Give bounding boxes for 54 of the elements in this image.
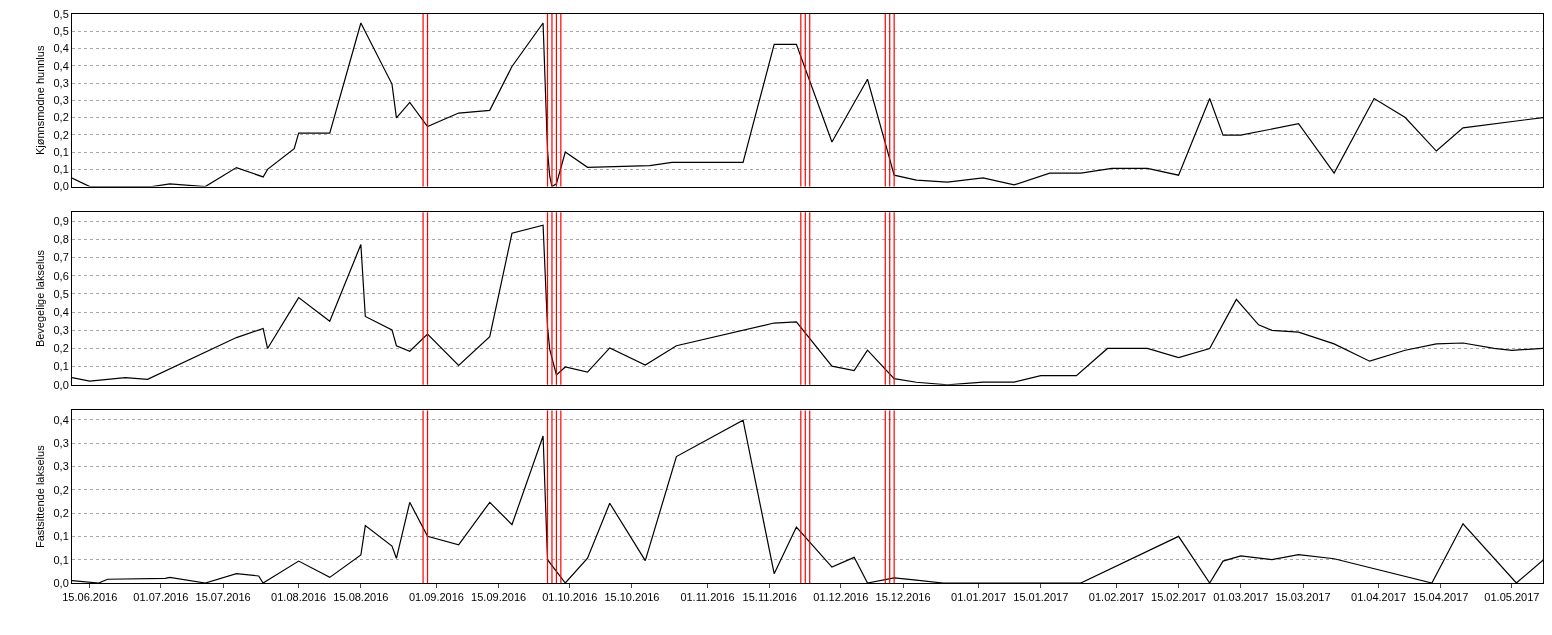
x-tick-label: 15.01.2017 — [1013, 591, 1069, 604]
x-tick-label: 01.11.2016 — [680, 591, 735, 604]
x-tick-label: 15.12.2016 — [875, 591, 931, 604]
y-tick-label: 0,0 — [53, 576, 69, 589]
y-tick-label: 0,7 — [53, 251, 69, 264]
y-tick-label: 0,0 — [53, 378, 69, 391]
x-tick-label: 15.10.2016 — [604, 591, 660, 604]
y-tick-label: 0,6 — [53, 269, 69, 282]
x-tick-label: 01.12.2016 — [813, 591, 869, 604]
y-tick-label: 0,2 — [53, 111, 69, 124]
x-tick-label: 01.05.2017 — [1484, 591, 1540, 604]
y-axis-title: Fastsittende lakselus — [34, 444, 47, 549]
x-tick-label: 15.11.2016 — [742, 591, 797, 604]
y-tick-label: 0,3 — [53, 436, 69, 449]
y-tick-label: 0,3 — [53, 460, 69, 473]
y-tick-label: 0,1 — [53, 360, 69, 373]
y-tick-label: 0,1 — [53, 163, 69, 176]
y-tick-label: 0,2 — [53, 506, 69, 519]
y-axis-title: Kjønnsmodne hunnlus — [34, 45, 47, 156]
y-tick-label: 0,3 — [53, 94, 69, 107]
y-tick-label: 0,0 — [53, 180, 69, 193]
y-tick-label: 0,4 — [53, 42, 69, 55]
x-tick-label: 01.03.2017 — [1213, 591, 1269, 604]
y-tick-label: 0,9 — [53, 215, 69, 228]
x-tick-label: 15.02.2017 — [1151, 591, 1207, 604]
x-tick-label: 15.09.2016 — [471, 591, 527, 604]
x-tick-label: 15.04.2017 — [1413, 591, 1469, 604]
y-tick-label: 0,1 — [53, 553, 69, 566]
x-tick-label: 01.08.2016 — [271, 591, 327, 604]
y-tick-label: 0,5 — [53, 7, 69, 20]
y-tick-label: 0,2 — [53, 483, 69, 496]
y-tick-label: 0,4 — [53, 59, 69, 72]
x-tick-label: 15.06.2016 — [62, 591, 118, 604]
y-axis-title: Bevegelige lakselus — [34, 249, 47, 348]
x-tick-label: 01.09.2016 — [408, 591, 464, 604]
x-tick-label: 01.02.2017 — [1088, 591, 1144, 604]
x-tick-label: 15.07.2016 — [195, 591, 251, 604]
y-tick-label: 0,5 — [53, 25, 69, 38]
y-tick-label: 0,3 — [53, 76, 69, 89]
y-tick-label: 0,2 — [53, 128, 69, 141]
y-tick-label: 0,4 — [53, 305, 69, 318]
x-tick-label: 15.03.2017 — [1275, 591, 1331, 604]
y-tick-label: 0,2 — [53, 342, 69, 355]
x-tick-label: 01.07.2016 — [133, 591, 189, 604]
x-tick-label: 01.01.2017 — [951, 591, 1007, 604]
y-tick-label: 0,8 — [53, 233, 69, 246]
y-tick-label: 0,1 — [53, 145, 69, 158]
y-tick-label: 0,1 — [53, 530, 69, 543]
y-tick-label: 0,5 — [53, 287, 69, 300]
x-tick-label: 01.10.2016 — [542, 591, 598, 604]
x-tick-label: 01.04.2017 — [1351, 591, 1407, 604]
x-tick-label: 15.08.2016 — [333, 591, 389, 604]
y-tick-label: 0,4 — [53, 413, 69, 426]
y-tick-label: 0,3 — [53, 324, 69, 337]
